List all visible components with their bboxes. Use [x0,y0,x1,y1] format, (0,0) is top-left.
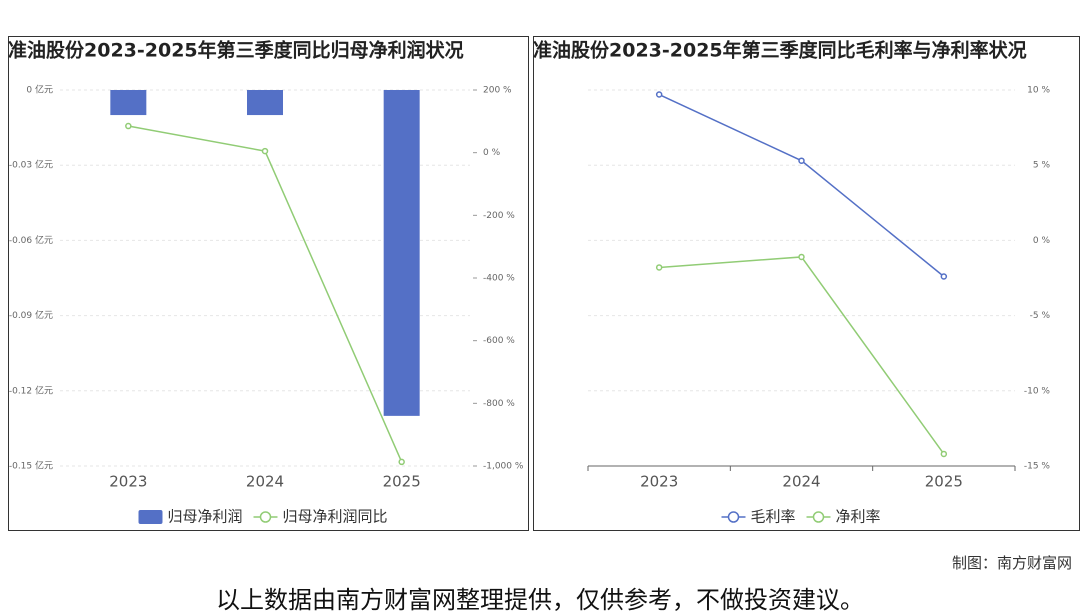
y-tick-label: 10 % [1027,86,1050,96]
legend-label: 归母净利润同比 [283,508,388,526]
y-tick-label: -0.03 亿元 [9,159,53,171]
legend-label: 毛利率 [751,508,796,526]
point [940,273,948,280]
y2-tick-label: -1,000 % [483,462,524,472]
legend-label: 净利率 [836,508,881,526]
line [659,256,945,455]
x-tick-label: 2025 [925,473,963,491]
y2-tick-label: 200 % [483,86,512,96]
point [655,91,663,98]
x-tick-label: 2023 [109,473,147,491]
y-tick-label: 5 % [1033,161,1051,171]
x-tick-label: 2025 [383,473,421,491]
legend-label: 归母净利润 [168,508,243,526]
y2-tick-label: 0 % [483,148,501,158]
frame [533,36,1080,531]
point [398,458,405,466]
point [125,122,132,130]
y-tick-label: -15 % [1024,462,1051,472]
legend-swatch [727,511,740,523]
point [261,147,269,155]
legend-swatch [259,511,272,523]
point [940,450,948,458]
x-tick-label: 2024 [246,473,284,491]
y2-tick-label: -800 % [483,399,515,409]
bar [247,90,283,116]
chart: 准油股份2023-2025年第三季度同比毛利率与净利率状况 10 % 5 % 0 % -… [533,36,1080,531]
y-tick-label: -5 % [1030,311,1051,321]
bar [110,90,147,116]
credit: 制图：南方财富网 [951,554,1072,572]
y2-tick-label: -600 % [483,336,515,346]
y2-tick-label: -200 % [483,211,515,221]
y-tick-label: 0 亿元 [26,84,53,96]
caption: 以上数据由南方财富网整理提供，仅供参考，不做投资建议。 [216,586,864,614]
y-tick-label: -0.09 亿元 [9,309,53,321]
chart-title: 准油股份2023-2025年第三季度同比归母净利润状况 [8,39,464,62]
line [128,125,403,463]
point [798,253,805,261]
point [655,264,663,271]
point [798,157,805,164]
frame [8,36,529,531]
line [658,93,945,278]
bar [383,90,420,416]
y-tick-label: 0 % [1033,236,1051,246]
x-tick-label: 2024 [782,473,820,491]
y2-tick-label: -400 % [483,274,515,284]
legend-swatch [138,510,163,524]
y-tick-label: -0.12 亿元 [9,384,53,396]
legend-swatch [812,511,825,523]
y-tick-label: -0.06 亿元 [9,234,53,246]
chart-title: 准油股份2023-2025年第三季度同比毛利率与净利率状况 [533,39,1027,62]
x-tick-label: 2023 [640,473,678,491]
chart: 准油股份2023-2025年第三季度同比归母净利润状况 0 亿元 -0.03 亿元 -… [8,36,529,531]
y-tick-label: -0.15 亿元 [9,460,53,472]
y-tick-label: -10 % [1024,386,1051,396]
